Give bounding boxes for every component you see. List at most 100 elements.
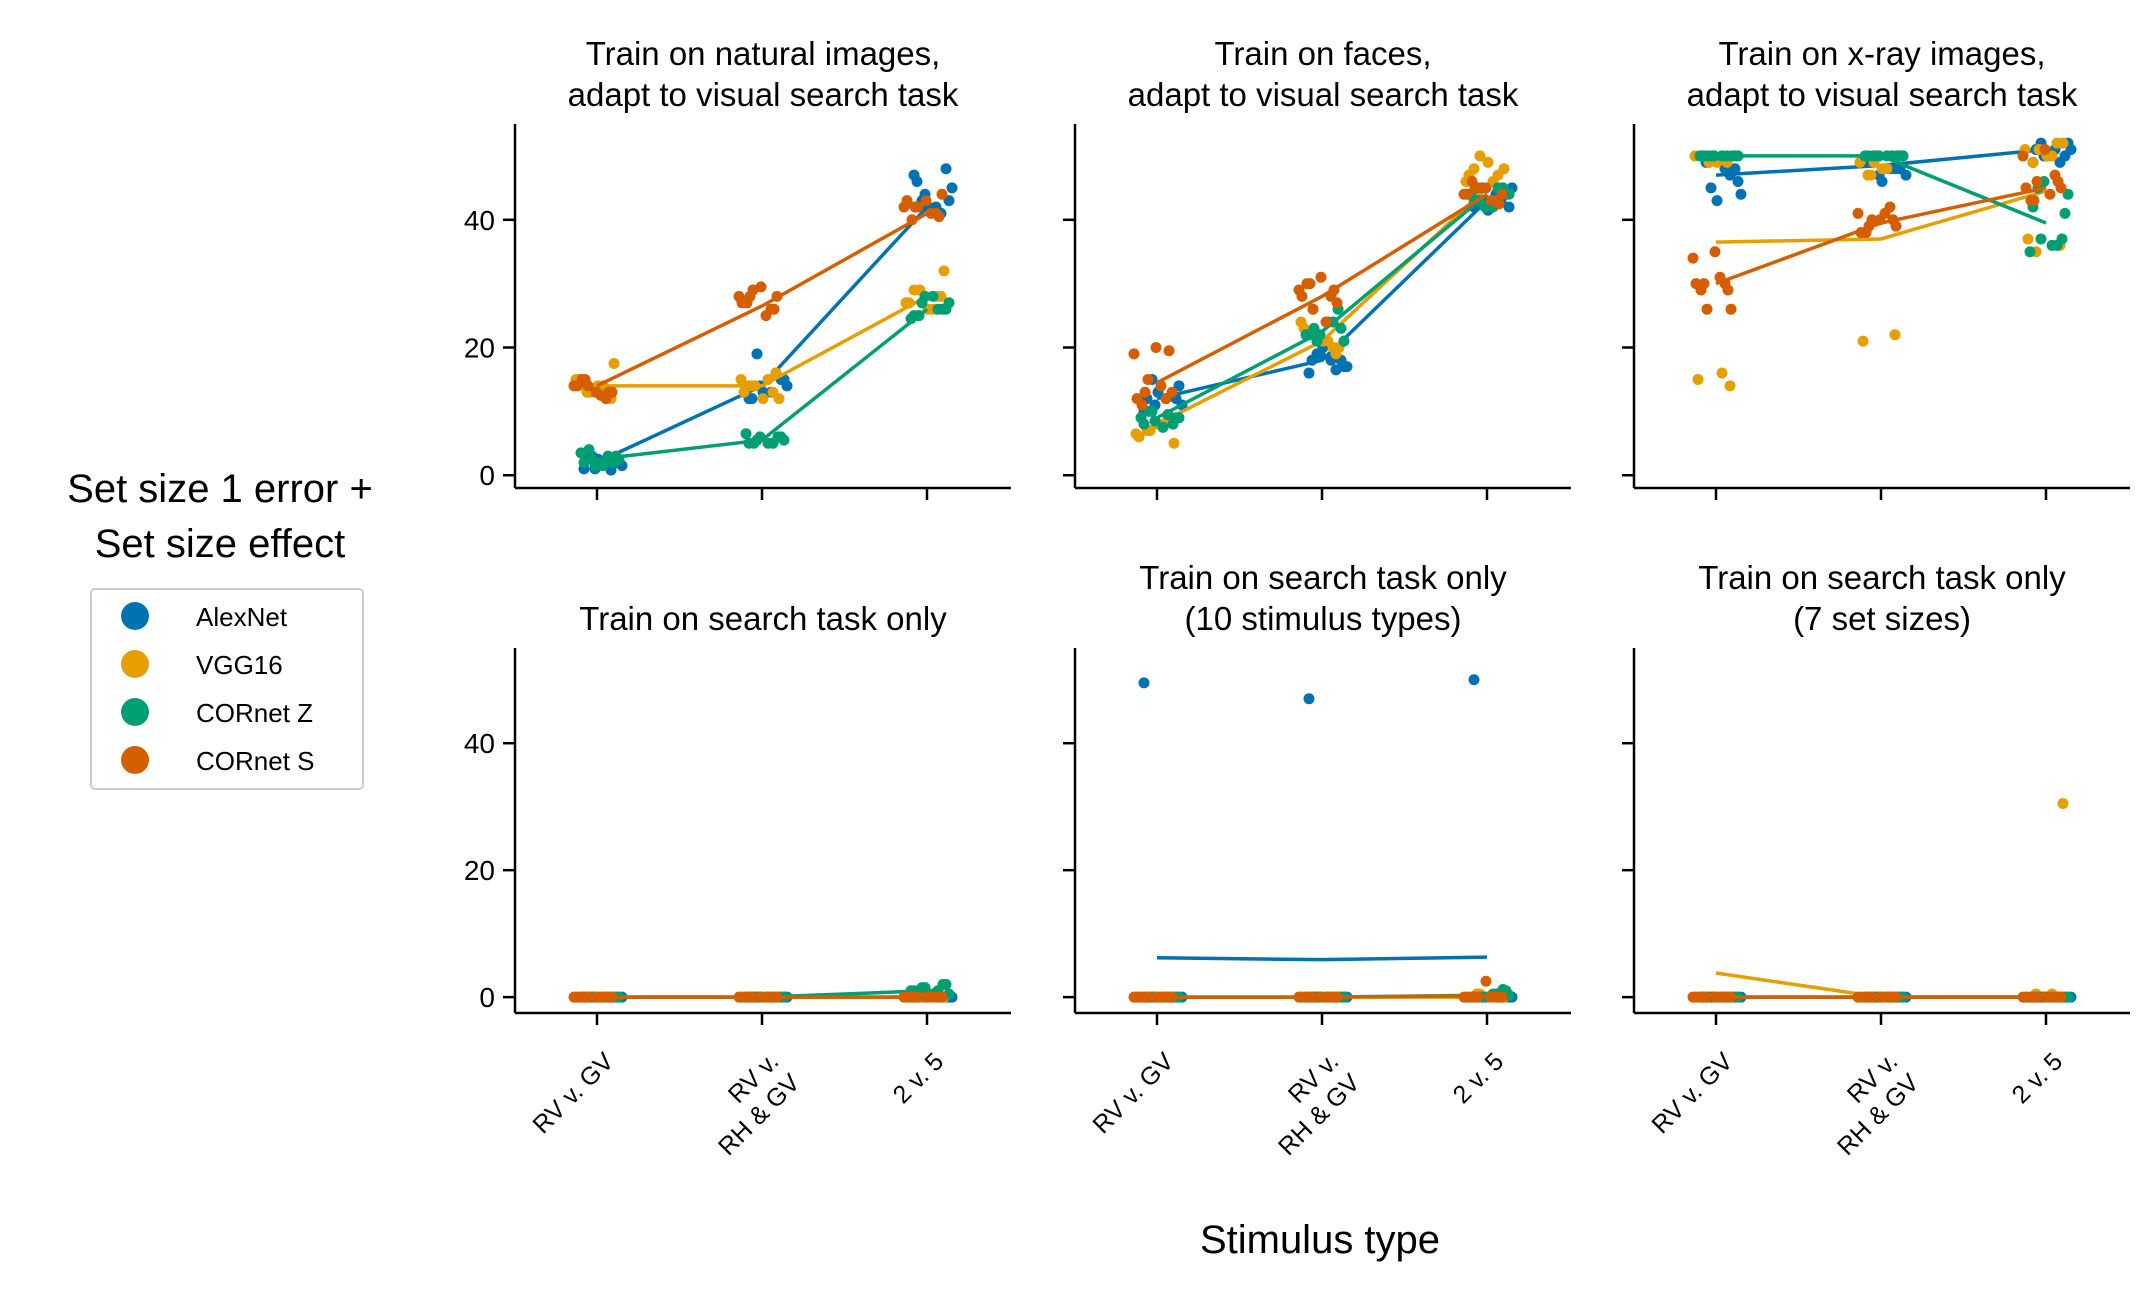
legend-label-vgg16: VGG16 [196, 650, 283, 680]
panel-2: Train on faces, adapt to visual search ta… [1063, 35, 1571, 500]
data-point [1698, 278, 1710, 290]
y-tick-label: 40 [464, 728, 495, 759]
data-point [1900, 169, 1912, 181]
x-tick-label: RV v.RH & GV [1811, 1047, 1925, 1161]
x-tick-label-line: 2 v. 5 [2007, 1047, 2069, 1109]
data-point [1314, 348, 1326, 360]
data-point [1474, 150, 1486, 162]
panel-title-line: Train on x-ray images, [1718, 35, 2045, 72]
series-cornet-s [1687, 144, 2067, 315]
ylabel-line-1: Set size 1 error + [67, 467, 373, 511]
data-point [1857, 335, 1869, 347]
legend-label-cornet-z: CORnet Z [196, 698, 313, 728]
data-point [1131, 991, 1143, 1003]
x-tick-label-line: RV v. GV [527, 1047, 619, 1139]
data-point [583, 444, 595, 456]
data-point [1135, 412, 1147, 424]
series-mean-line [1156, 955, 1488, 962]
data-point [901, 195, 913, 207]
data-point [1173, 380, 1185, 392]
data-point [1709, 246, 1721, 258]
data-point [1711, 195, 1723, 207]
data-point [1708, 150, 1720, 162]
series-mean-line [596, 211, 928, 388]
data-point [1304, 278, 1316, 290]
panel-3: Train on x-ray images, adapt to visual se… [1622, 35, 2130, 500]
data-point [1503, 201, 1515, 213]
series-mean-line [1156, 199, 1489, 401]
data-point [579, 991, 591, 1003]
data-point [1722, 284, 1734, 296]
panel-4: Train on search task only 0 20 40 RV v. GV RV… [464, 600, 1011, 1161]
data-point [1168, 437, 1180, 449]
data-point [1315, 271, 1327, 283]
series-mean-line [1715, 189, 2047, 244]
panel-title-line: Train on search task only [579, 600, 947, 637]
y-tick-label: 0 [479, 460, 495, 491]
data-point [589, 460, 601, 472]
legend-entry-alexnet: AlexNet [121, 602, 288, 632]
series-cornet-s [568, 991, 948, 1003]
x-axis-label: Stimulus type [1200, 1218, 1440, 1262]
data-point [751, 348, 763, 360]
panel-title-line: Train on faces, [1214, 35, 1431, 72]
x-tick-label: 2 v. 5 [2007, 1047, 2069, 1109]
data-point [1335, 322, 1347, 334]
data-point [1128, 348, 1140, 360]
data-point [1485, 991, 1497, 1003]
data-point [608, 357, 620, 369]
data-point [1732, 175, 1744, 187]
x-tick-label: 2 v. 5 [888, 1047, 950, 1109]
data-point [1296, 290, 1308, 302]
data-point [946, 182, 958, 194]
panel-title-line: adapt to visual search task [568, 76, 959, 113]
data-point [2027, 156, 2039, 168]
legend-marker-cornet-z [121, 698, 149, 726]
x-tick-label: RV v.RH & GV [1252, 1047, 1366, 1161]
panel-5: Train on search task only (10 stimulus ty… [1063, 559, 1571, 1161]
data-point [603, 386, 615, 398]
data-point [2059, 207, 2071, 219]
data-point [2062, 188, 2074, 200]
data-point [1143, 405, 1155, 417]
panels: Train on natural images, adapt to visual … [464, 35, 2130, 1161]
data-point [1889, 329, 1901, 341]
data-point [943, 195, 955, 207]
data-point [911, 175, 923, 187]
y-tick-label: 20 [464, 333, 495, 364]
panel-title-line: Train on search task only [1139, 559, 1507, 596]
series-cornet-s [568, 188, 948, 405]
data-point [1166, 386, 1178, 398]
data-point [936, 188, 948, 200]
data-point [2039, 144, 2051, 156]
data-point [1480, 975, 1492, 987]
series-alexnet [1138, 674, 1518, 1003]
data-point [1142, 373, 1154, 385]
data-point [927, 290, 939, 302]
series-cornet-z [575, 290, 955, 472]
data-point [1303, 693, 1315, 705]
data-point [1724, 380, 1736, 392]
legend-entry-vgg16: VGG16 [121, 650, 283, 680]
data-point [778, 434, 790, 446]
data-point [1338, 335, 1350, 347]
data-point [1461, 188, 1473, 200]
x-tick-label: RV v. GV [527, 1047, 619, 1139]
data-point [1705, 182, 1717, 194]
legend-label-cornet-s: CORnet S [196, 746, 315, 776]
data-point [932, 303, 944, 315]
data-point [1690, 278, 1702, 290]
data-point [938, 265, 950, 277]
data-point [1493, 991, 1505, 1003]
data-point [2044, 188, 2056, 200]
data-point [1687, 252, 1699, 264]
data-point [1139, 991, 1151, 1003]
data-point [920, 195, 932, 207]
x-tick-label: RV v. GV [1646, 1047, 1738, 1139]
series-mean-line [1156, 192, 1488, 385]
data-point [2024, 246, 2036, 258]
data-point [933, 211, 945, 223]
data-point [1157, 421, 1169, 433]
data-point [1690, 991, 1702, 1003]
panel-title-line: adapt to visual search task [1687, 76, 2078, 113]
